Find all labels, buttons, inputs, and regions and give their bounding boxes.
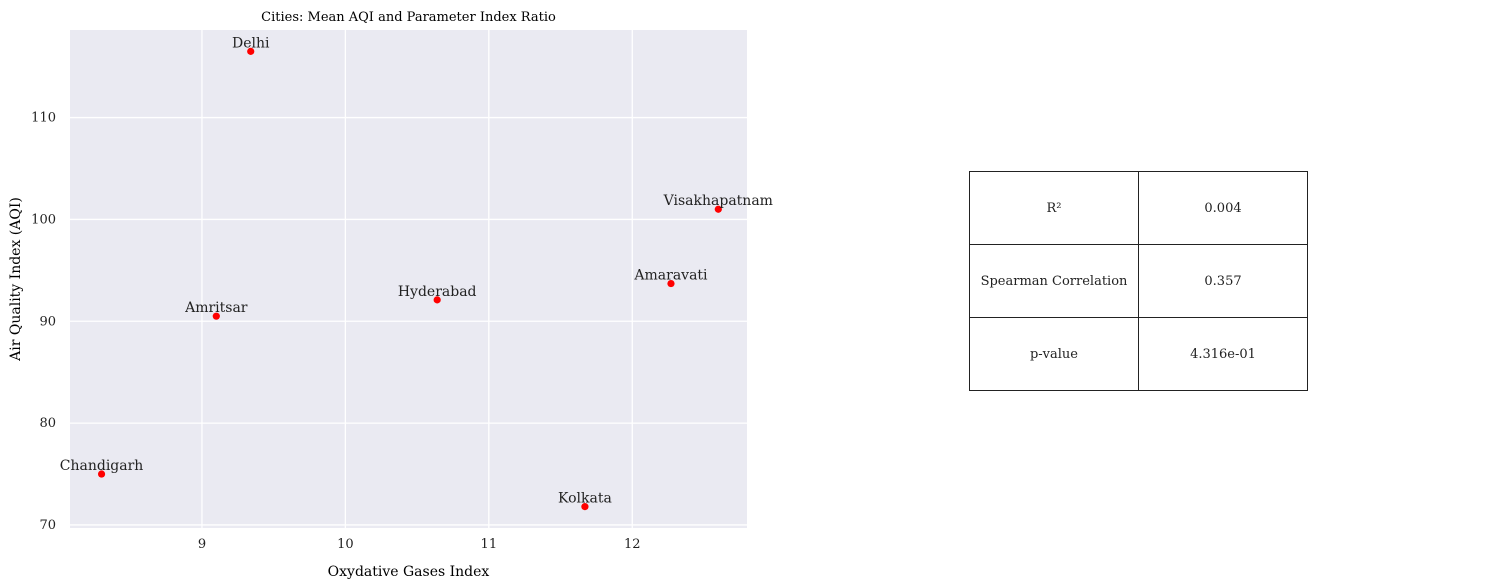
stat-name-p-value: p-value <box>969 317 1139 391</box>
x-tick-label: 9 <box>198 537 206 552</box>
y-axis-label: Air Quality Index (AQI) <box>8 197 24 362</box>
plot-background <box>70 30 747 528</box>
data-point <box>97 470 106 478</box>
point-label: Delhi <box>232 35 270 51</box>
stat-name-r2: R² <box>969 171 1139 245</box>
y-tick-label: 100 <box>31 212 56 227</box>
point-label: Amaravati <box>633 268 708 284</box>
table-row: R² 0.004 <box>969 171 1308 245</box>
x-tick-label: 11 <box>481 537 498 552</box>
data-point <box>247 47 255 55</box>
table-row: Spearman Correlation 0.357 <box>969 244 1308 318</box>
data-point <box>714 205 722 213</box>
stat-value-p-value: 4.316e-01 <box>1138 317 1308 391</box>
point-label: Amritsar <box>184 300 248 316</box>
stat-value-spearman: 0.357 <box>1138 244 1308 318</box>
point-label: Chandigarh <box>60 458 144 474</box>
point-label: Visakhapatnam <box>663 193 773 209</box>
y-tick-label: 90 <box>39 314 56 329</box>
data-point <box>667 279 675 288</box>
stat-value-r2: 0.004 <box>1138 171 1308 245</box>
stat-name-spearman: Spearman Correlation <box>969 244 1139 318</box>
point-label: Kolkata <box>558 491 612 507</box>
y-tick-label: 80 <box>39 416 56 431</box>
table-row: p-value 4.316e-01 <box>969 317 1308 391</box>
y-tick-label: 110 <box>31 111 56 126</box>
data-point <box>581 503 589 511</box>
point-label: Hyderabad <box>398 284 477 300</box>
stats-table: R² 0.004 Spearman Correlation 0.357 p-va… <box>969 171 1308 391</box>
data-points: Delhi Visakhapatnam Amaravati Hyderabad Amri… <box>60 35 773 511</box>
data-point <box>212 312 220 320</box>
grid-lines <box>70 30 747 528</box>
axes: 9 10 11 12 70 80 90 100 110 <box>31 111 640 552</box>
y-tick-label: 70 <box>39 518 56 533</box>
data-point <box>433 296 441 304</box>
x-tick-label: 12 <box>624 537 641 552</box>
chart-title: Cities: Mean AQI and Parameter Index Rat… <box>261 10 556 25</box>
x-axis-label: Oxydative Gases Index <box>328 564 490 580</box>
x-tick-label: 10 <box>337 537 354 552</box>
